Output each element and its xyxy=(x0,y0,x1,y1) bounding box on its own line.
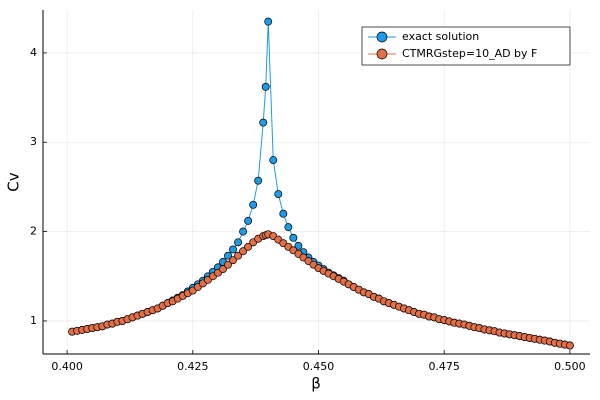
marker xyxy=(224,251,232,260)
marker xyxy=(261,82,270,91)
marker xyxy=(239,227,248,236)
y-tick-label: 4 xyxy=(30,46,37,59)
x-tick-label: 0.450 xyxy=(303,360,335,373)
legend: exact solution CTMRGstep=10_AD by F xyxy=(361,26,571,66)
marker xyxy=(294,241,303,250)
marker xyxy=(284,223,293,232)
legend-box xyxy=(361,26,571,66)
x-axis-label: β xyxy=(311,375,321,393)
y-tick-label: 3 xyxy=(30,135,37,148)
x-tick-label: 0.425 xyxy=(177,360,209,373)
marker xyxy=(269,156,278,165)
marker xyxy=(234,238,243,247)
y-axis-label: Cv xyxy=(5,172,23,191)
marker xyxy=(254,176,263,185)
marker xyxy=(229,256,237,265)
marker xyxy=(219,265,227,274)
legend-marker xyxy=(376,31,388,43)
marker xyxy=(229,245,237,254)
legend-label: CTMRGstep=10_AD by F xyxy=(402,47,537,60)
marker xyxy=(224,260,232,269)
y-tick-label: 1 xyxy=(30,314,37,327)
x-tick-label: 0.400 xyxy=(51,360,83,373)
marker xyxy=(249,200,258,209)
legend-label: exact solution xyxy=(402,30,479,43)
marker xyxy=(289,233,298,242)
marker xyxy=(234,251,243,260)
y-tick-label: 2 xyxy=(30,225,37,238)
marker xyxy=(279,209,288,218)
legend-marker xyxy=(376,48,388,60)
marker xyxy=(239,247,248,256)
marker xyxy=(274,190,283,199)
marker xyxy=(259,118,268,127)
series-line xyxy=(72,21,570,347)
marker xyxy=(244,216,253,225)
marker xyxy=(244,242,253,251)
x-tick-label: 0.475 xyxy=(428,360,460,373)
marker xyxy=(565,341,574,350)
x-tick-label: 0.500 xyxy=(554,360,586,373)
marker xyxy=(264,17,273,26)
